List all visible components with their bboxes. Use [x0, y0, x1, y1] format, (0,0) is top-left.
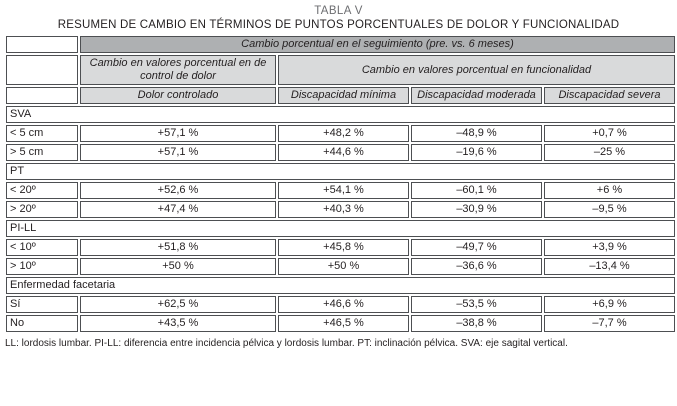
value-cell: +40,3 %	[278, 201, 409, 218]
value-cell: –60,1 %	[411, 182, 542, 199]
value-cell: +62,5 %	[80, 296, 276, 313]
table-title: TABLA V	[314, 5, 363, 17]
section-header-row: PI-LL	[6, 220, 675, 237]
value-cell: +45,8 %	[278, 239, 409, 256]
row-label: Sí	[6, 296, 78, 313]
header-row-columns: Dolor controlado Discapacidad mínima Dis…	[6, 87, 675, 104]
table-row: > 20º +47,4 % +40,3 % –30,9 % –9,5 %	[6, 201, 675, 218]
value-cell: +46,6 %	[278, 296, 409, 313]
value-cell: +0,7 %	[544, 125, 675, 142]
section-header-row: Enfermedad facetaria	[6, 277, 675, 294]
table-row: < 20º +52,6 % +54,1 % –60,1 % +6 %	[6, 182, 675, 199]
value-cell: +6 %	[544, 182, 675, 199]
value-cell: +46,5 %	[278, 315, 409, 332]
value-cell: +54,1 %	[278, 182, 409, 199]
blank-cell	[6, 55, 78, 85]
top-header-cell: Cambio porcentual en el seguimiento (pre…	[80, 36, 675, 53]
row-label: > 20º	[6, 201, 78, 218]
header-row-top: Cambio porcentual en el seguimiento (pre…	[6, 36, 675, 53]
table-row: < 10º +51,8 % +45,8 % –49,7 % +3,9 %	[6, 239, 675, 256]
section-header-pt: PT	[6, 163, 675, 180]
section-header-pill: PI-LL	[6, 220, 675, 237]
table-row: No +43,5 % +46,5 % –38,8 % –7,7 %	[6, 315, 675, 332]
row-label: < 10º	[6, 239, 78, 256]
value-cell: +57,1 %	[80, 144, 276, 161]
value-cell: –25 %	[544, 144, 675, 161]
col-header-discapacidad-severa: Discapacidad severa	[544, 87, 675, 104]
header-row-groups: Cambio en valores porcentual en de contr…	[6, 55, 675, 85]
row-label: > 5 cm	[6, 144, 78, 161]
value-cell: –7,7 %	[544, 315, 675, 332]
value-cell: –49,7 %	[411, 239, 542, 256]
row-label: No	[6, 315, 78, 332]
table-row: Sí +62,5 % +46,6 % –53,5 % +6,9 %	[6, 296, 675, 313]
summary-table: Cambio porcentual en el seguimiento (pre…	[4, 34, 677, 334]
table-row: < 5 cm +57,1 % +48,2 % –48,9 % +0,7 %	[6, 125, 675, 142]
section-header-sva: SVA	[6, 106, 675, 123]
value-cell: +6,9 %	[544, 296, 675, 313]
value-cell: +51,8 %	[80, 239, 276, 256]
value-cell: –19,6 %	[411, 144, 542, 161]
col-header-discapacidad-minima: Discapacidad mínima	[278, 87, 409, 104]
section-header-row: SVA	[6, 106, 675, 123]
value-cell: +43,5 %	[80, 315, 276, 332]
value-cell: +52,6 %	[80, 182, 276, 199]
value-cell: –30,9 %	[411, 201, 542, 218]
value-cell: +50 %	[80, 258, 276, 275]
value-cell: –13,4 %	[544, 258, 675, 275]
value-cell: +48,2 %	[278, 125, 409, 142]
table-footnote: LL: lordosis lumbar. PI-LL: diferencia e…	[5, 338, 568, 349]
row-label: > 10º	[6, 258, 78, 275]
group-header-functionality: Cambio en valores porcentual en funciona…	[278, 55, 675, 85]
group-header-pain: Cambio en valores porcentual en de contr…	[80, 55, 276, 85]
row-label: < 20º	[6, 182, 78, 199]
blank-cell	[6, 87, 78, 104]
value-cell: –48,9 %	[411, 125, 542, 142]
col-header-dolor-controlado: Dolor controlado	[80, 87, 276, 104]
table-subtitle: RESUMEN DE CAMBIO EN TÉRMINOS DE PUNTOS …	[57, 19, 620, 31]
value-cell: –36,6 %	[411, 258, 542, 275]
value-cell: +57,1 %	[80, 125, 276, 142]
row-label: < 5 cm	[6, 125, 78, 142]
value-cell: +47,4 %	[80, 201, 276, 218]
title-block: TABLA V RESUMEN DE CAMBIO EN TÉRMINOS DE…	[4, 4, 673, 32]
value-cell: +50 %	[278, 258, 409, 275]
table-row: > 5 cm +57,1 % +44,6 % –19,6 % –25 %	[6, 144, 675, 161]
table-row: > 10º +50 % +50 % –36,6 % –13,4 %	[6, 258, 675, 275]
section-header-enfermedad-facetaria: Enfermedad facetaria	[6, 277, 675, 294]
col-header-discapacidad-moderada: Discapacidad moderada	[411, 87, 542, 104]
value-cell: –9,5 %	[544, 201, 675, 218]
value-cell: +44,6 %	[278, 144, 409, 161]
section-header-row: PT	[6, 163, 675, 180]
blank-cell	[6, 36, 78, 53]
value-cell: +3,9 %	[544, 239, 675, 256]
value-cell: –38,8 %	[411, 315, 542, 332]
value-cell: –53,5 %	[411, 296, 542, 313]
